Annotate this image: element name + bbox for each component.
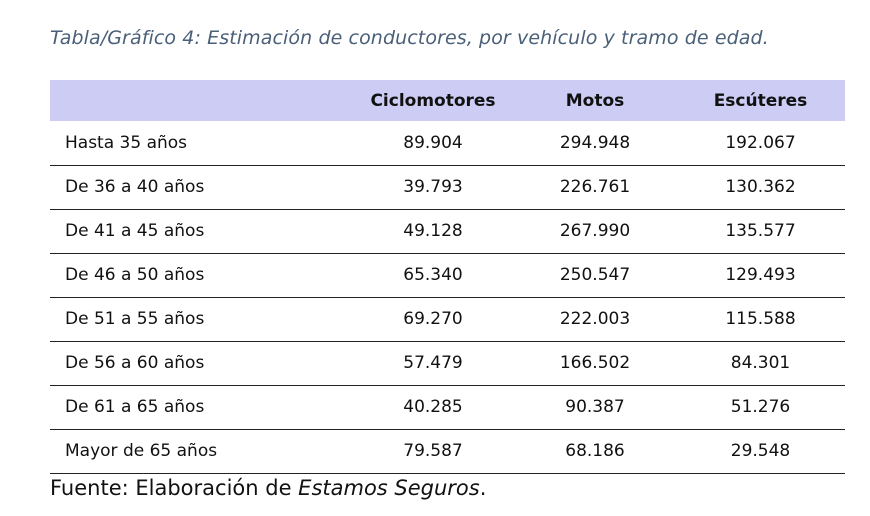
cell-escuteres: 51.276 <box>676 385 845 430</box>
cell-escuteres: 135.577 <box>676 209 845 254</box>
cell-motos: 68.186 <box>514 429 676 474</box>
cell-motos: 222.003 <box>514 297 676 342</box>
table-row: Hasta 35 años 89.904 294.948 192.067 <box>50 121 845 166</box>
cell-ciclomotores: 39.793 <box>352 165 514 210</box>
cell-motos: 250.547 <box>514 253 676 298</box>
cell-ciclomotores: 40.285 <box>352 385 514 430</box>
cell-motos: 267.990 <box>514 209 676 254</box>
cell-escuteres: 115.588 <box>676 297 845 342</box>
table-row: De 46 a 50 años 65.340 250.547 129.493 <box>50 253 845 298</box>
cell-escuteres: 29.548 <box>676 429 845 474</box>
cell-escuteres: 130.362 <box>676 165 845 210</box>
table-row: De 51 a 55 años 69.270 222.003 115.588 <box>50 297 845 342</box>
cell-ciclomotores: 57.479 <box>352 341 514 386</box>
table-row: De 41 a 45 años 49.128 267.990 135.577 <box>50 209 845 254</box>
row-label-age-range: De 41 a 45 años <box>50 209 352 254</box>
table-body: Hasta 35 años 89.904 294.948 192.067 De 36 a… <box>50 121 845 474</box>
cell-motos: 226.761 <box>514 165 676 210</box>
cell-motos: 166.502 <box>514 341 676 386</box>
row-label-age-range: Mayor de 65 años <box>50 429 352 474</box>
cell-ciclomotores: 49.128 <box>352 209 514 254</box>
source-note: Fuente: Elaboración de Estamos Seguros. <box>50 476 486 500</box>
cell-escuteres: 192.067 <box>676 121 845 166</box>
row-label-age-range: De 46 a 50 años <box>50 253 352 298</box>
cell-ciclomotores: 79.587 <box>352 429 514 474</box>
row-label-age-range: De 61 a 65 años <box>50 385 352 430</box>
source-suffix: . <box>479 476 487 500</box>
cell-motos: 294.948 <box>514 121 676 166</box>
row-label-age-range: De 56 a 60 años <box>50 341 352 386</box>
row-label-age-range: Hasta 35 años <box>50 121 352 166</box>
source-name: Estamos Seguros <box>298 476 480 500</box>
table-row: De 56 a 60 años 57.479 166.502 84.301 <box>50 341 845 386</box>
data-table-container: Ciclomotores Motos Escúteres Hasta 35 añ… <box>50 80 845 474</box>
drivers-table: Ciclomotores Motos Escúteres Hasta 35 añ… <box>50 80 845 474</box>
row-label-age-range: De 51 a 55 años <box>50 297 352 342</box>
column-header-motos: Motos <box>565 90 625 111</box>
cell-motos: 90.387 <box>514 385 676 430</box>
cell-escuteres: 129.493 <box>676 253 845 298</box>
column-header-age <box>50 80 352 121</box>
column-header-escuteres: Escúteres <box>713 90 808 111</box>
cell-ciclomotores: 69.270 <box>352 297 514 342</box>
column-header-ciclomotores: Ciclomotores <box>370 90 496 111</box>
cell-escuteres: 84.301 <box>676 341 845 386</box>
table-row: De 36 a 40 años 39.793 226.761 130.362 <box>50 165 845 210</box>
cell-ciclomotores: 65.340 <box>352 253 514 298</box>
row-label-age-range: De 36 a 40 años <box>50 165 352 210</box>
table-row: De 61 a 65 años 40.285 90.387 51.276 <box>50 385 845 430</box>
table-row: Mayor de 65 años 79.587 68.186 29.548 <box>50 429 845 474</box>
source-prefix: Fuente: Elaboración de <box>50 476 299 500</box>
table-caption: Tabla/Gráfico 4: Estimación de conductor… <box>50 27 769 49</box>
cell-ciclomotores: 89.904 <box>352 121 514 166</box>
table-header-row: Ciclomotores Motos Escúteres <box>50 80 845 121</box>
